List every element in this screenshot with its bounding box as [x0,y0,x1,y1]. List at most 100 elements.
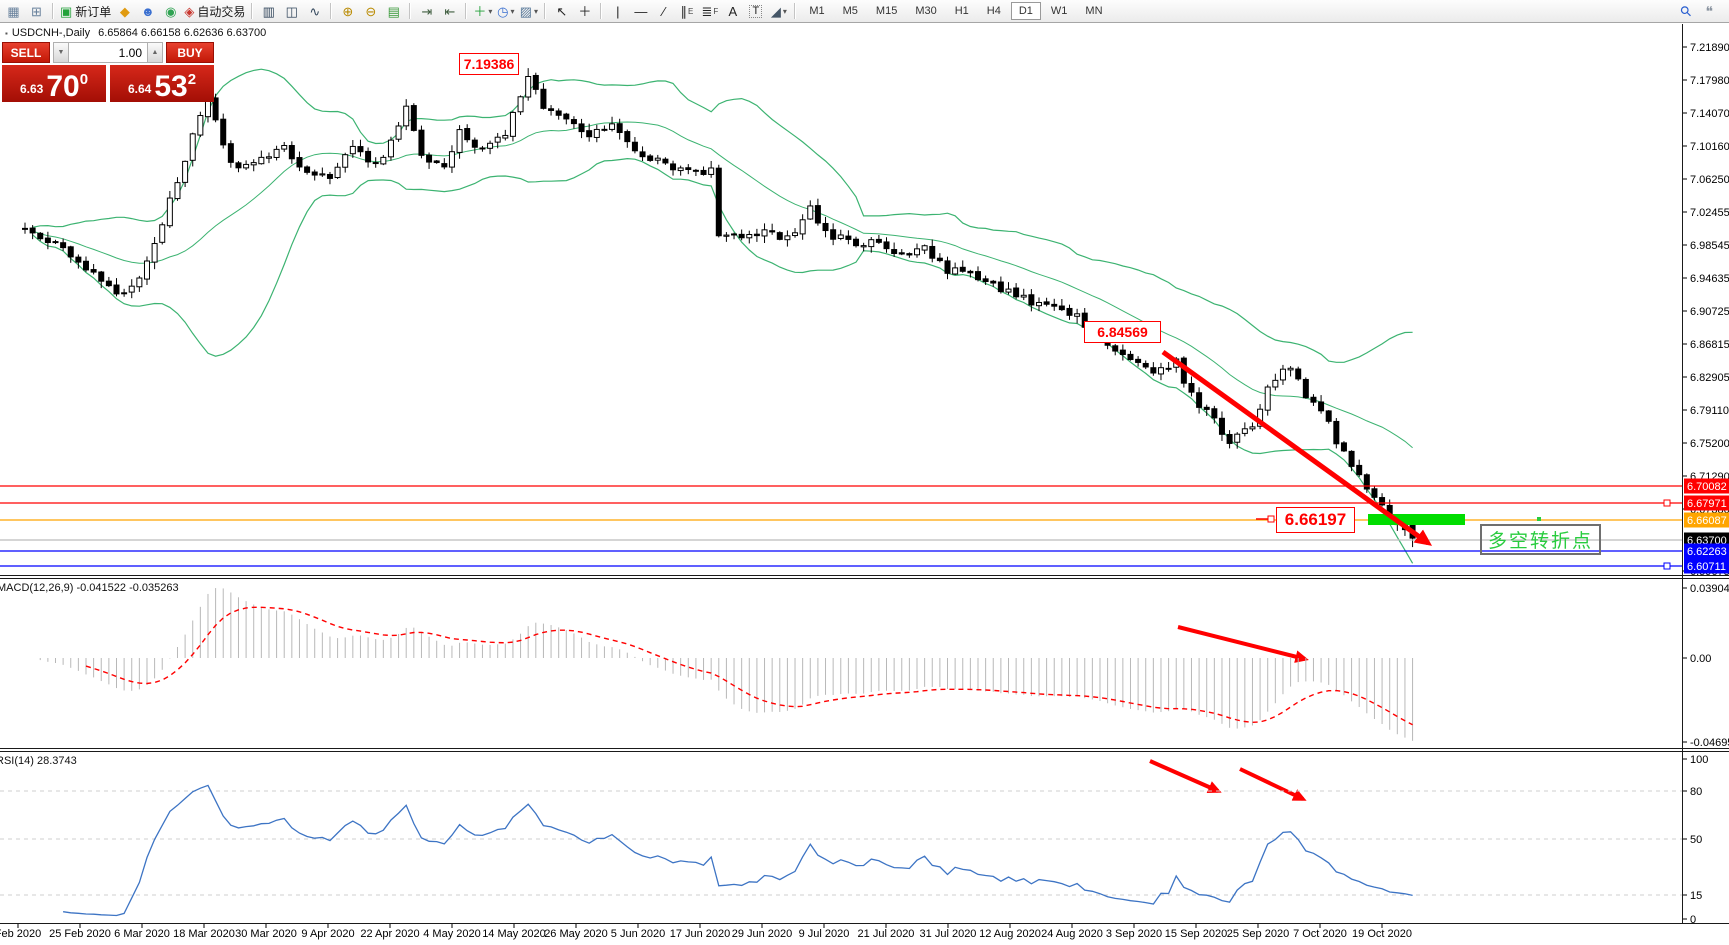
arrows-tool-icon-dropdown[interactable]: ▾ [782,6,787,16]
candle-body [761,229,768,237]
callout-selection-handle[interactable] [1267,515,1275,523]
price-callout-swing[interactable]: 6.84569 [1084,321,1161,343]
date-label: 15 Sep 2020 [1165,928,1227,940]
crosshair-icon[interactable]: ＋ [573,2,596,21]
buy-price-box[interactable]: 6.64 53 2 [110,65,214,102]
text-tool-icon[interactable]: A [721,2,744,21]
zoom-out-icon[interactable]: ⊖ [359,2,382,21]
arrows-tool-icon[interactable]: ◢ ▾ [767,2,790,21]
zoom-in-icon[interactable]: ⊕ [336,2,359,21]
candle-body [814,205,821,224]
vertical-line-icon[interactable]: | [606,2,629,21]
candles-layer [22,68,1416,548]
candle-body [601,128,608,131]
date-label: 12 Aug 2020 [979,928,1041,940]
data-window-icon[interactable]: ⊞ [25,2,48,21]
date-label: 9 Apr 2020 [301,928,354,940]
price-tick-label: 6.90725 [1690,306,1729,318]
candlestick-chart-icon[interactable]: ◫ [280,2,303,21]
trendline-icon[interactable]: ∕ [652,2,675,21]
horizontal-line-icon[interactable]: — [629,2,652,21]
buy-button[interactable]: BUY [166,42,214,63]
new-order-icon[interactable]: ▣ 新订单 [58,2,113,21]
highlight-bar[interactable] [1368,514,1465,525]
candle-body [555,110,562,116]
search-icon[interactable]: ⚲ [1676,1,1696,20]
price-tick-label: 6.75200 [1690,438,1729,450]
candle-body [471,139,478,148]
rsi-trend-arrow-1[interactable] [1239,767,1307,801]
candle-body [1348,450,1355,467]
sell-button[interactable]: SELL [2,42,50,63]
annotation-text-note[interactable]: 多空转折点 [1480,524,1601,555]
volume-increase-button[interactable]: ▲ [147,42,163,63]
template-icon[interactable]: ▨ ▾ [517,2,540,21]
period-clock-icon[interactable]: ◷ ▾ [494,2,517,21]
rsi-trend-arrow-0[interactable] [1149,759,1222,793]
template-icon-dropdown[interactable]: ▾ [534,6,539,16]
date-label: 4 May 2020 [423,928,480,940]
candle-body [914,248,921,256]
chart-window-icon[interactable]: ▦ [2,2,25,21]
macd-trend-arrow[interactable] [1177,625,1309,663]
timeframe-m5[interactable]: M5 [842,5,858,17]
add-indicator-icon-dropdown[interactable]: ▾ [488,6,493,16]
toolbar-separator [52,3,54,19]
timeframe-mn[interactable]: MN [1085,5,1103,17]
equidistant-channel-icon[interactable]: ∥ E [675,2,698,21]
chart-shift-icon[interactable]: ⇤ [438,2,461,21]
history-center-icon[interactable]: ◆ [113,2,136,21]
community-icon[interactable]: ☻ [136,2,159,21]
timeframe-m1[interactable]: M1 [809,5,825,17]
chart-window-icon: ▦ [7,3,20,19]
signals-icon[interactable]: ◉ [159,2,182,21]
fibonacci-icon[interactable]: ≣ F [698,2,721,21]
bar-chart-icon[interactable]: ▥ [257,2,280,21]
date-label: 9 Jul 2020 [799,928,850,940]
candle-body [387,139,394,158]
add-indicator-icon[interactable]: ＋ ▾ [471,2,494,21]
equidistant-channel-icon-sub: E [687,6,694,16]
timeframe-h4[interactable]: H4 [986,5,1001,17]
chat-icon[interactable]: ❝ [1705,2,1713,19]
hline-selection-handle[interactable] [1663,499,1671,507]
volume-input[interactable]: 1.00 [69,42,147,63]
auto-scroll-icon: ⇥ [421,3,433,19]
timeframe-m15[interactable]: M15 [875,5,898,17]
timeframe-h1[interactable]: H1 [954,5,969,17]
date-label: 14 May 2020 [482,928,546,940]
timeframe-m30[interactable]: M30 [915,5,937,17]
candle-body [159,224,166,243]
candle-body [647,155,654,161]
annotation-selection-handle[interactable] [1536,517,1541,521]
price-callout-level[interactable]: 6.66197 [1276,507,1355,533]
candle-body [166,197,173,227]
tile-windows-icon[interactable]: ▤ [382,2,405,21]
line-chart-icon[interactable]: ∿ [303,2,326,21]
timeframe-w1[interactable]: W1 [1050,5,1068,17]
cursor-icon[interactable]: ↖ [550,2,573,21]
candle-body [60,242,67,249]
toolbar-separator [794,3,797,19]
candle-body [975,271,981,281]
auto-scroll-icon[interactable]: ⇥ [415,2,438,21]
candle-body [929,245,936,259]
zoom-out-icon: ⊖ [365,3,377,19]
candle-body [906,253,913,256]
hline-selection-handle[interactable] [1663,562,1671,570]
volume-decrease-button[interactable]: ▼ [53,42,69,63]
candle-body [1028,294,1035,306]
sell-price-box[interactable]: 6.63 70 0 [2,65,106,102]
period-clock-icon-dropdown[interactable]: ▾ [510,6,515,16]
candle-body [227,143,234,163]
timeframe-d1[interactable]: D1 [1010,2,1041,20]
text-label-icon[interactable]: T [744,2,767,21]
autotrading-icon[interactable]: ◈ 自动交易 [182,2,247,21]
main-trend-arrow[interactable] [1161,349,1433,546]
candle-body [395,125,402,140]
new-order-icon: ▣ [60,3,73,19]
price-axis[interactable]: 7.21890 7.17980 7.14070 7.10160 7.06250 7.024… [1682,42,1729,926]
price-callout-high[interactable]: 7.19386 [459,53,519,75]
